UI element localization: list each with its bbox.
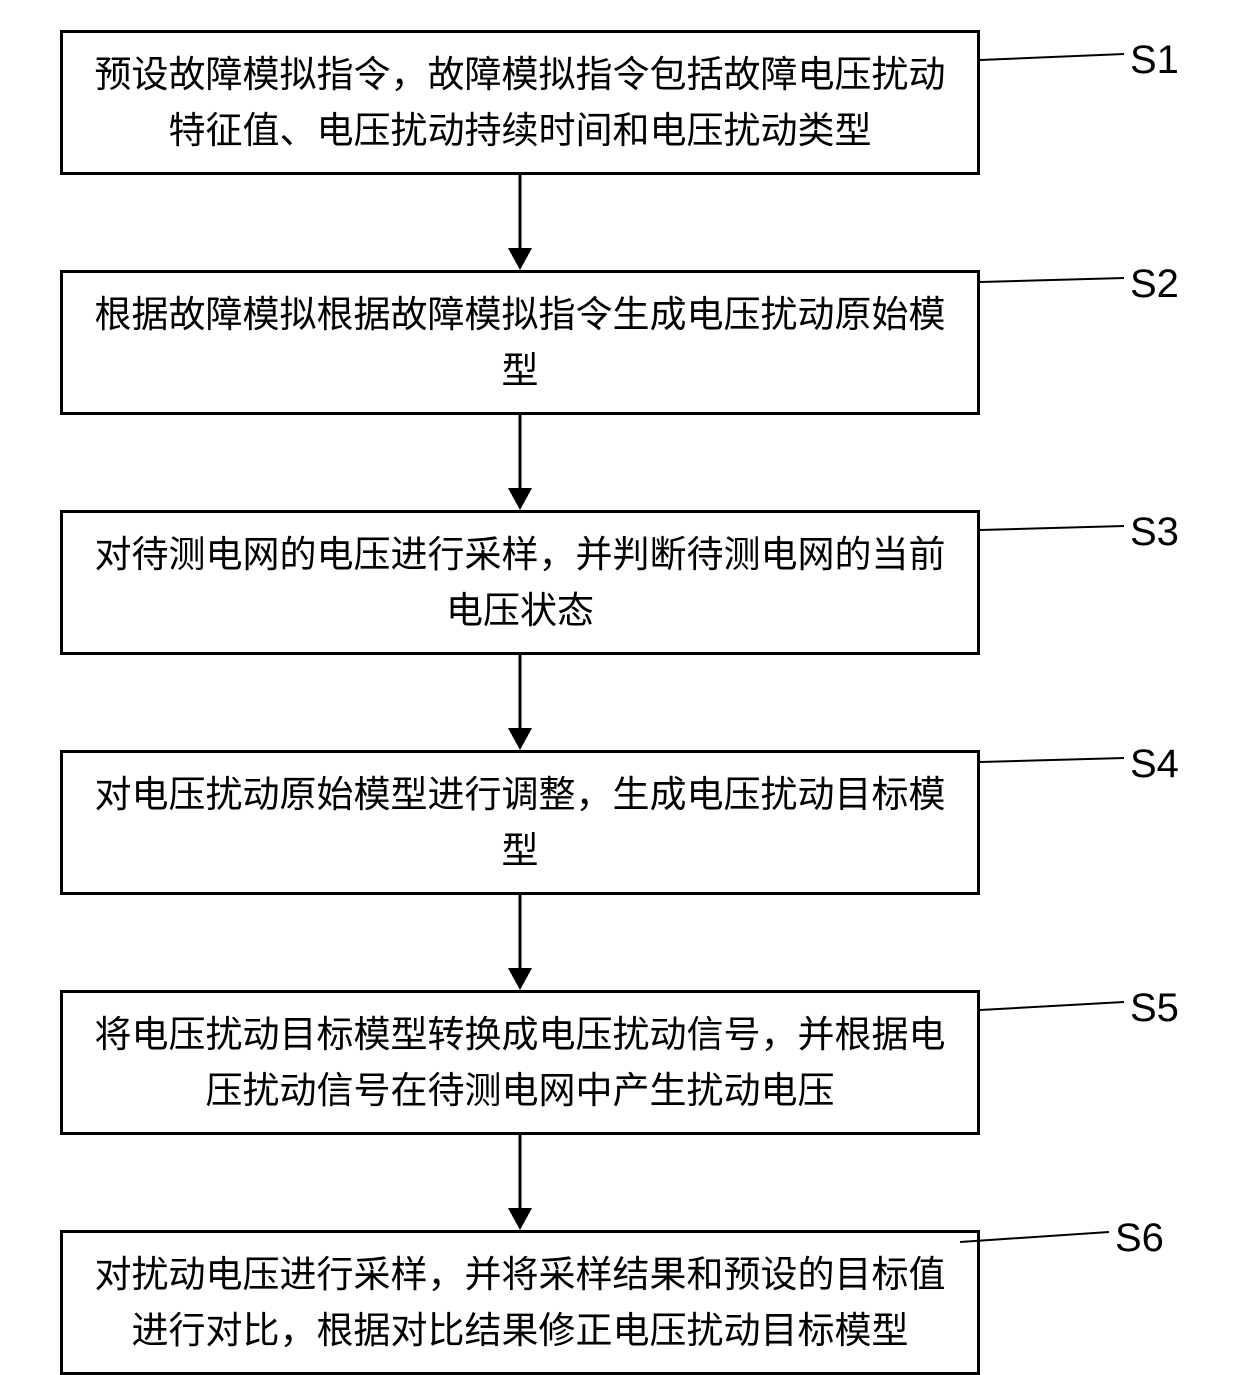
flow-step-row: 预设故障模拟指令，故障模拟指令包括故障电压扰动特征值、电压扰动持续时间和电压扰动… <box>60 30 1180 175</box>
flow-arrow <box>60 655 980 750</box>
flow-step-row: 根据故障模拟根据故障模拟指令生成电压扰动原始模型S2 <box>60 270 1180 415</box>
flowchart-container: 预设故障模拟指令，故障模拟指令包括故障电压扰动特征值、电压扰动持续时间和电压扰动… <box>60 30 1180 1375</box>
flow-step-text: 对扰动电压进行采样，并将采样结果和预设的目标值进行对比，根据对比结果修正电压扰动… <box>83 1247 957 1358</box>
flow-arrow <box>60 175 980 270</box>
flow-step-row: 对待测电网的电压进行采样，并判断待测电网的当前电压状态S3 <box>60 510 1180 655</box>
arrow-svg <box>505 895 535 990</box>
arrow-svg <box>505 415 535 510</box>
connector-line <box>60 1216 1125 1262</box>
flow-step-label: S4 <box>1130 742 1179 787</box>
flow-step-label: S6 <box>1115 1216 1164 1261</box>
flow-step-text: 对电压扰动原始模型进行调整，生成电压扰动目标模型 <box>83 767 957 878</box>
flow-step-label: S1 <box>1130 38 1179 83</box>
flow-step-label: S3 <box>1130 510 1179 555</box>
arrow-svg <box>505 655 535 750</box>
flow-step-label: S2 <box>1130 262 1179 307</box>
flow-step-row: 对电压扰动原始模型进行调整，生成电压扰动目标模型S4 <box>60 750 1180 895</box>
flow-step-row: 将电压扰动目标模型转换成电压扰动信号，并根据电压扰动信号在待测电网中产生扰动电压… <box>60 990 1180 1135</box>
connector-line <box>60 262 1140 302</box>
arrow-svg <box>505 175 535 270</box>
connector-line <box>60 510 1140 550</box>
flow-step-row: 对扰动电压进行采样，并将采样结果和预设的目标值进行对比，根据对比结果修正电压扰动… <box>60 1230 1180 1375</box>
flow-arrow <box>60 895 980 990</box>
flow-step-label: S5 <box>1130 986 1179 1031</box>
connector-line <box>60 986 1140 1030</box>
flow-step-text: 根据故障模拟根据故障模拟指令生成电压扰动原始模型 <box>83 287 957 398</box>
connector-line <box>60 742 1140 782</box>
flow-arrow <box>60 415 980 510</box>
connector-line <box>60 30 1140 80</box>
